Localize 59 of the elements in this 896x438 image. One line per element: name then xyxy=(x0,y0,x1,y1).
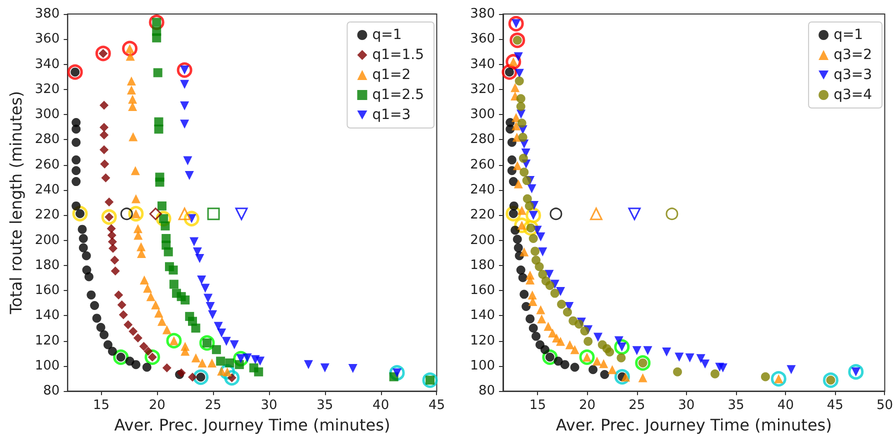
legend-label: q1=1.5 xyxy=(372,47,424,63)
x-axis-title: Aver. Prec. Journey Time (minutes) xyxy=(114,416,390,434)
x-tick-label: 20 xyxy=(579,398,596,414)
y-tick-label: 280 xyxy=(470,132,495,148)
y-tick-label: 220 xyxy=(34,208,60,223)
x-tick-label: 35 xyxy=(316,398,334,414)
y-tick-label: 360 xyxy=(34,32,60,47)
legend-label: q=1 xyxy=(372,27,402,43)
y-tick-label: 160 xyxy=(470,283,495,298)
x-tick-label: 25 xyxy=(628,398,646,414)
y-tick-label: 180 xyxy=(34,258,60,273)
y-tick-label: 140 xyxy=(34,308,60,324)
y-tick-label: 160 xyxy=(34,283,60,298)
y-tick-label: 140 xyxy=(470,308,495,324)
x-tick-label: 45 xyxy=(826,398,844,414)
y-tick-label: 300 xyxy=(34,107,60,122)
y-tick-label: 120 xyxy=(34,333,60,348)
y-tick-label: 240 xyxy=(470,182,495,198)
x-tick-label: 45 xyxy=(428,398,445,414)
legend-label: q=1 xyxy=(834,27,864,43)
y-tick-label: 360 xyxy=(470,32,495,47)
x-tick-label: 15 xyxy=(92,398,110,414)
y-tick-label: 100 xyxy=(34,358,60,374)
y-tick-label: 200 xyxy=(34,232,60,248)
y-tick-label: 320 xyxy=(34,82,60,97)
y-tick-label: 380 xyxy=(470,6,495,22)
legend-label: q3=4 xyxy=(834,87,872,103)
legend-label: q1=2.5 xyxy=(372,87,424,103)
x-tick-label: 30 xyxy=(260,398,278,414)
x-tick-label: 40 xyxy=(372,398,390,414)
y-tick-label: 300 xyxy=(470,107,495,122)
y-tick-label: 100 xyxy=(470,358,495,374)
x-axis-title: Aver. Prec. Journey Time (minutes) xyxy=(556,416,832,434)
legend-label: q1=3 xyxy=(372,107,411,123)
x-tick-label: 25 xyxy=(204,398,222,414)
y-tick-label: 180 xyxy=(470,258,495,273)
x-tick-label: 50 xyxy=(876,398,893,414)
y-tick-label: 340 xyxy=(470,56,495,72)
legend-label: q3=2 xyxy=(834,47,872,63)
y-tick-label: 340 xyxy=(34,56,60,72)
y-tick-label: 120 xyxy=(470,333,495,348)
x-tick-label: 15 xyxy=(529,398,546,414)
x-tick-label: 20 xyxy=(148,398,166,414)
y-tick-label: 80 xyxy=(478,384,495,399)
y-tick-label: 240 xyxy=(34,182,60,198)
y-tick-label: 200 xyxy=(470,232,495,248)
y-tick-label: 80 xyxy=(43,384,60,399)
x-tick-label: 40 xyxy=(777,398,794,414)
y-tick-label: 260 xyxy=(470,157,495,172)
y-tick-label: 320 xyxy=(470,82,495,97)
y-tick-label: 380 xyxy=(34,6,60,22)
legend-label: q1=2 xyxy=(372,67,411,83)
y-axis-title: Total route length (minutes) xyxy=(6,90,26,316)
legend-label: q3=3 xyxy=(834,67,872,83)
y-tick-label: 220 xyxy=(470,208,495,223)
y-tick-label: 260 xyxy=(34,157,60,172)
x-tick-label: 30 xyxy=(678,398,695,414)
x-tick-label: 35 xyxy=(728,398,744,414)
y-tick-label: 280 xyxy=(34,132,60,148)
